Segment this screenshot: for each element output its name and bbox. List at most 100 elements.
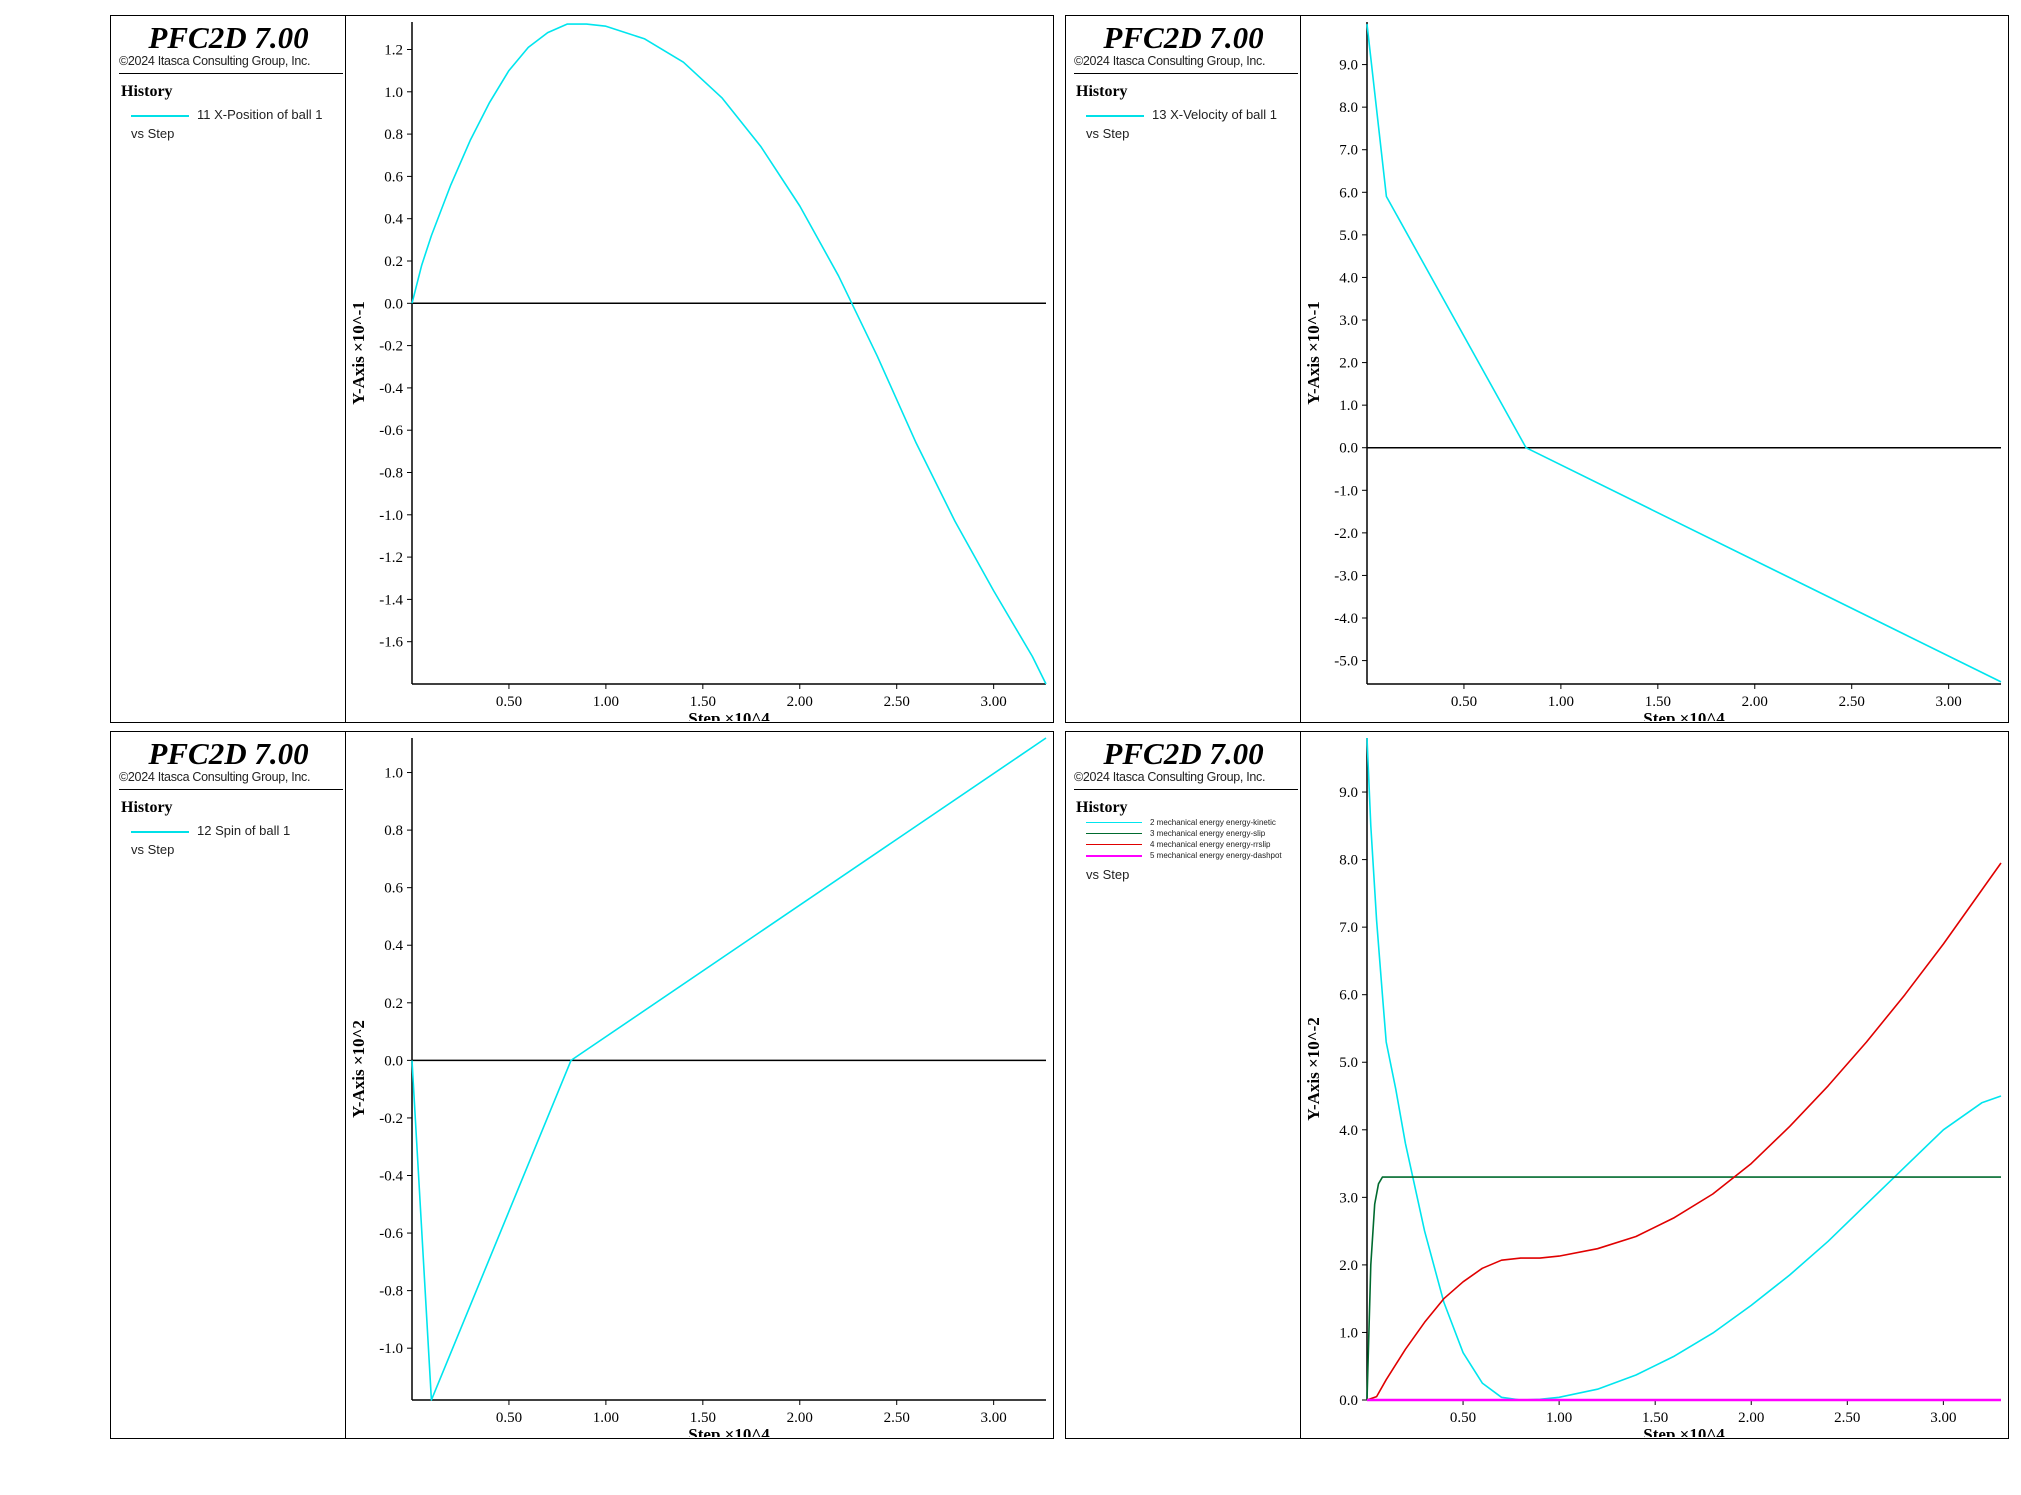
x-tick-label: 2.00 (787, 1410, 813, 1426)
y-tick-label: 0.6 (384, 881, 403, 897)
x-tick-label: 0.50 (496, 1410, 522, 1426)
legend-box: PFC2D 7.00 ©2024 Itasca Consulting Group… (111, 16, 346, 722)
legend-swatch (1086, 833, 1142, 835)
plot-area: 9.0 8.0 7.0 6.0 5.0 4.0 3.0 2.0 1.0 0.0 -1.0 -2.0 -3… (1304, 22, 2002, 721)
legend-entry: 5 mechanical energy energy-dashpot (1086, 851, 1282, 860)
x-tick-label: 2.00 (787, 694, 813, 710)
plot-area: 1.0 0.8 0.6 0.4 0.2 0.0 -0.2 -0.4 -0.6 -0.8 -1.0 0.… (349, 737, 1047, 1437)
copyright-text: ©2024 Itasca Consulting Group, Inc. (1074, 54, 1266, 68)
y-tick-label: -0.4 (379, 1168, 403, 1184)
chart-panel-spin: PFC2D 7.00 ©2024 Itasca Consulting Group… (110, 731, 1054, 1439)
x-axis-label: Step ×10^4 (688, 709, 770, 721)
x-tick-label: 2.00 (1738, 1410, 1764, 1426)
legend-entry: 11 X-Position of ball 1 (131, 107, 323, 122)
series-line-1 (1366, 737, 2002, 1401)
y-tick-label: 0.4 (384, 938, 403, 954)
series-line-1 (411, 737, 1047, 1401)
x-tick-label: 0.50 (1450, 1410, 1476, 1426)
y-tick-label: 2.0 (1339, 356, 1358, 372)
vs-step-label: vs Step (131, 842, 175, 857)
y-tick-label: 1.0 (1339, 1325, 1358, 1341)
series-line-3 (1366, 862, 2002, 1401)
y-tick-label: 9.0 (1339, 58, 1358, 74)
x-tick-label: 2.00 (1742, 694, 1768, 710)
x-tick-label: 1.50 (690, 1410, 716, 1426)
vs-step-label: vs Step (131, 126, 175, 141)
x-tick-label: 1.00 (1546, 1410, 1572, 1426)
y-tick-label: 1.0 (1339, 398, 1358, 414)
legend-swatch (1086, 822, 1142, 824)
x-tick-label: 1.50 (690, 694, 716, 710)
app-title: PFC2D 7.00 (148, 20, 309, 55)
legend-entry-label: 2 mechanical energy energy-kinetic (1150, 818, 1276, 827)
chart-panel-x-position: PFC2D 7.00 ©2024 Itasca Consulting Group… (110, 15, 1054, 723)
legend-entry-label: 13 X-Velocity of ball 1 (1152, 107, 1278, 122)
legend-entry: 2 mechanical energy energy-kinetic (1086, 818, 1276, 827)
legend-entry-label: 3 mechanical energy energy-slip (1150, 829, 1266, 838)
legend-entry-label: 12 Spin of ball 1 (197, 823, 291, 838)
y-tick-label: 0.0 (384, 1053, 403, 1069)
y-tick-label: 4.0 (1339, 270, 1358, 286)
legend-entry-label: 11 X-Position of ball 1 (197, 107, 323, 122)
plot-area: 9.0 8.0 7.0 6.0 5.0 4.0 3.0 2.0 1.0 0.0 0.50 1.00 1.… (1304, 737, 2002, 1437)
y-axis-label: Y-Axis ×10^-1 (349, 301, 368, 404)
y-tick-label: -4.0 (1334, 611, 1358, 627)
copyright-text: ©2024 Itasca Consulting Group, Inc. (119, 770, 311, 784)
y-tick-label: -0.8 (379, 1284, 403, 1300)
x-axis-label: Step ×10^4 (1643, 1425, 1725, 1437)
vs-step-label: vs Step (1086, 126, 1130, 141)
y-tick-label: 0.4 (384, 212, 403, 228)
copyright-text: ©2024 Itasca Consulting Group, Inc. (119, 54, 311, 68)
x-tick-label: 1.00 (593, 1410, 619, 1426)
vs-step-label: vs Step (1086, 867, 1130, 882)
y-tick-label: -3.0 (1334, 568, 1358, 584)
y-tick-label: 7.0 (1339, 920, 1358, 936)
y-tick-label: -1.2 (379, 550, 403, 566)
y-tick-label: 4.0 (1339, 1123, 1358, 1139)
y-tick-label: -2.0 (1334, 526, 1358, 542)
legend-swatch (1086, 844, 1142, 846)
legend-divider (119, 789, 343, 790)
legend-swatch (131, 830, 189, 833)
y-tick-label: 1.0 (384, 766, 403, 782)
y-tick-label: -1.0 (379, 1341, 403, 1357)
x-tick-label: 2.50 (884, 694, 910, 710)
y-tick-label: 6.0 (1339, 185, 1358, 201)
series-line-1 (411, 23, 1047, 685)
y-axis-label: Y-Axis ×10^2 (349, 1020, 368, 1118)
legend-divider (119, 73, 343, 74)
y-tick-label: 3.0 (1339, 1190, 1358, 1206)
legend-entry: 12 Spin of ball 1 (131, 823, 290, 838)
legend-swatch (1086, 114, 1144, 117)
y-tick-label: -1.0 (1334, 483, 1358, 499)
x-tick-label: 2.50 (1839, 694, 1865, 710)
y-tick-label: 0.6 (384, 169, 403, 185)
chart-panel-x-velocity: PFC2D 7.00 ©2024 Itasca Consulting Group… (1065, 15, 2009, 723)
y-tick-label: -1.6 (379, 635, 403, 651)
legend-entry-label: 5 mechanical energy energy-dashpot (1150, 851, 1282, 860)
y-tick-label: -0.8 (379, 465, 403, 481)
y-tick-label: 0.2 (384, 996, 403, 1012)
app-title: PFC2D 7.00 (1103, 20, 1264, 55)
y-axis-label: Y-Axis ×10^-1 (1304, 301, 1323, 404)
y-tick-label: 0.2 (384, 254, 403, 270)
series-line-1 (1366, 24, 2002, 683)
x-axis-label: Step ×10^4 (688, 1425, 770, 1437)
y-tick-label: -0.6 (379, 1226, 403, 1242)
x-tick-label: 3.00 (981, 694, 1007, 710)
series-line-2 (1366, 1176, 2001, 1401)
y-tick-label: -1.4 (379, 592, 403, 608)
legend-entry: 3 mechanical energy energy-slip (1086, 829, 1265, 838)
y-axis-label: Y-Axis ×10^-2 (1304, 1017, 1323, 1120)
y-tick-label: 0.8 (384, 127, 403, 143)
copyright-text: ©2024 Itasca Consulting Group, Inc. (1074, 770, 1266, 784)
y-tick-label: 6.0 (1339, 988, 1358, 1004)
legend-divider (1074, 73, 1298, 74)
x-tick-label: 2.50 (1834, 1410, 1860, 1426)
y-tick-label: -0.2 (379, 1111, 403, 1127)
y-tick-label: 0.0 (1339, 1393, 1358, 1409)
app-title: PFC2D 7.00 (1103, 736, 1264, 771)
x-axis-label: Step ×10^4 (1643, 709, 1725, 721)
history-label: History (121, 83, 173, 100)
y-tick-label: -1.0 (379, 508, 403, 524)
